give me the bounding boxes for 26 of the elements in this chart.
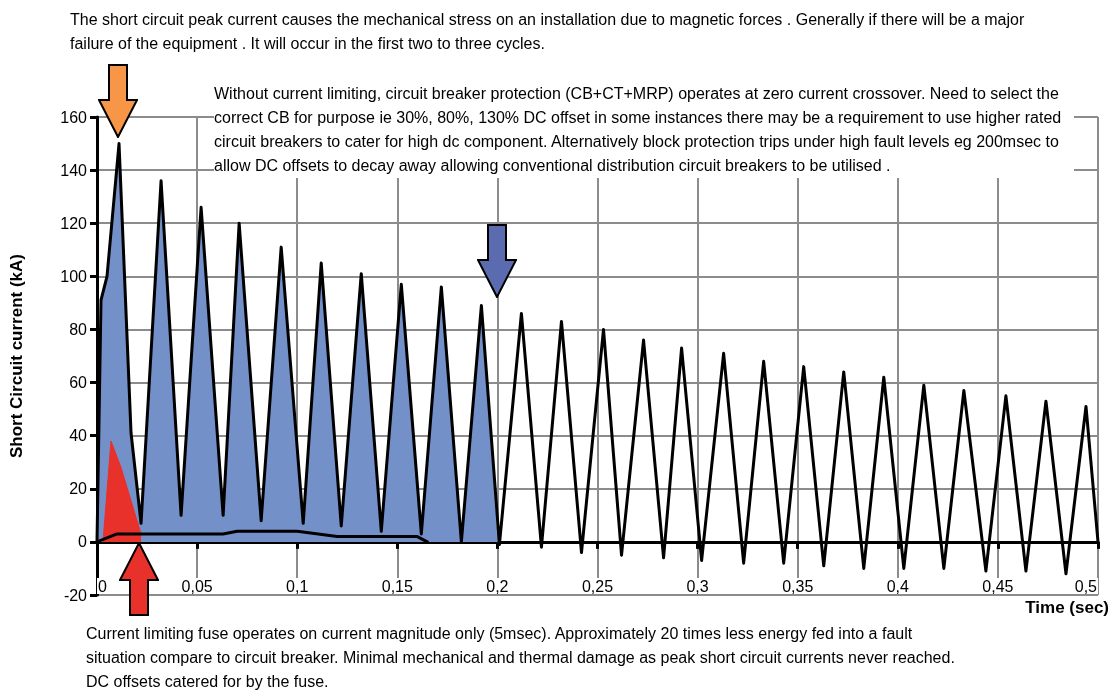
x-axis-title: Time (sec) — [1025, 598, 1109, 618]
y-tick-label: 140 — [60, 161, 88, 179]
annotation: Without current limiting, circuit breaker protection (CB+CT+MRP) operates at zero current crossover. Need to select the correct CB for purpose ie 30%, 80%, 130% DC offset in some instances there may be a requirement to use higher rated circuit breakers to cater for high dc component. Alternatively block protection trips under high fault levels eg 200msec to allow DC offsets to decay away allowing conventional distribution circuit breakers to be utilised . — [214, 82, 1074, 178]
y-tick-label: 60 — [69, 374, 88, 392]
x-tick-label: 0,35 — [782, 577, 814, 595]
text: Current limiting fuse operates on current magnitude only (5msec). Approximately 20 times less energy fed into a fault situation compare to circuit breaker. Minimal mechanical and thermal damage as peak short circuit currents never reached. DC offsets catered for by the fuse. — [86, 622, 966, 694]
x-tick-label: 0,4 — [886, 577, 910, 595]
y-tick-label: 100 — [60, 267, 88, 285]
y-tick-label: 0 — [78, 533, 88, 551]
text: The short circuit peak current causes the mechanical stress on an installation due to magnetic forces . Generally if there will be a major failure of the equipment . It will occur in the first two to three cycles. — [70, 8, 1070, 56]
y-tick-label: 80 — [69, 320, 88, 338]
y-tick-label: 160 — [60, 108, 88, 126]
y-axis-title: Short Circuit current (kA) — [7, 253, 26, 459]
y-tick-label: 40 — [69, 427, 88, 445]
y-tick-label: -20 — [63, 586, 88, 604]
x-tick-label: 0,2 — [486, 577, 509, 595]
y-tick-label: 20 — [69, 480, 88, 498]
x-tick-label: 0,1 — [286, 577, 309, 595]
x-tick-label: 0,5 — [1074, 577, 1098, 595]
y-tick-label: 120 — [60, 214, 88, 232]
x-tick-label: 0 — [98, 577, 107, 595]
x-tick-label: 0,25 — [581, 577, 614, 595]
x-tick-label: 0,45 — [982, 577, 1014, 595]
x-tick-label: 0,05 — [181, 577, 213, 595]
x-tick-label: 0,15 — [381, 577, 413, 595]
x-tick-label: 0,3 — [686, 577, 709, 595]
